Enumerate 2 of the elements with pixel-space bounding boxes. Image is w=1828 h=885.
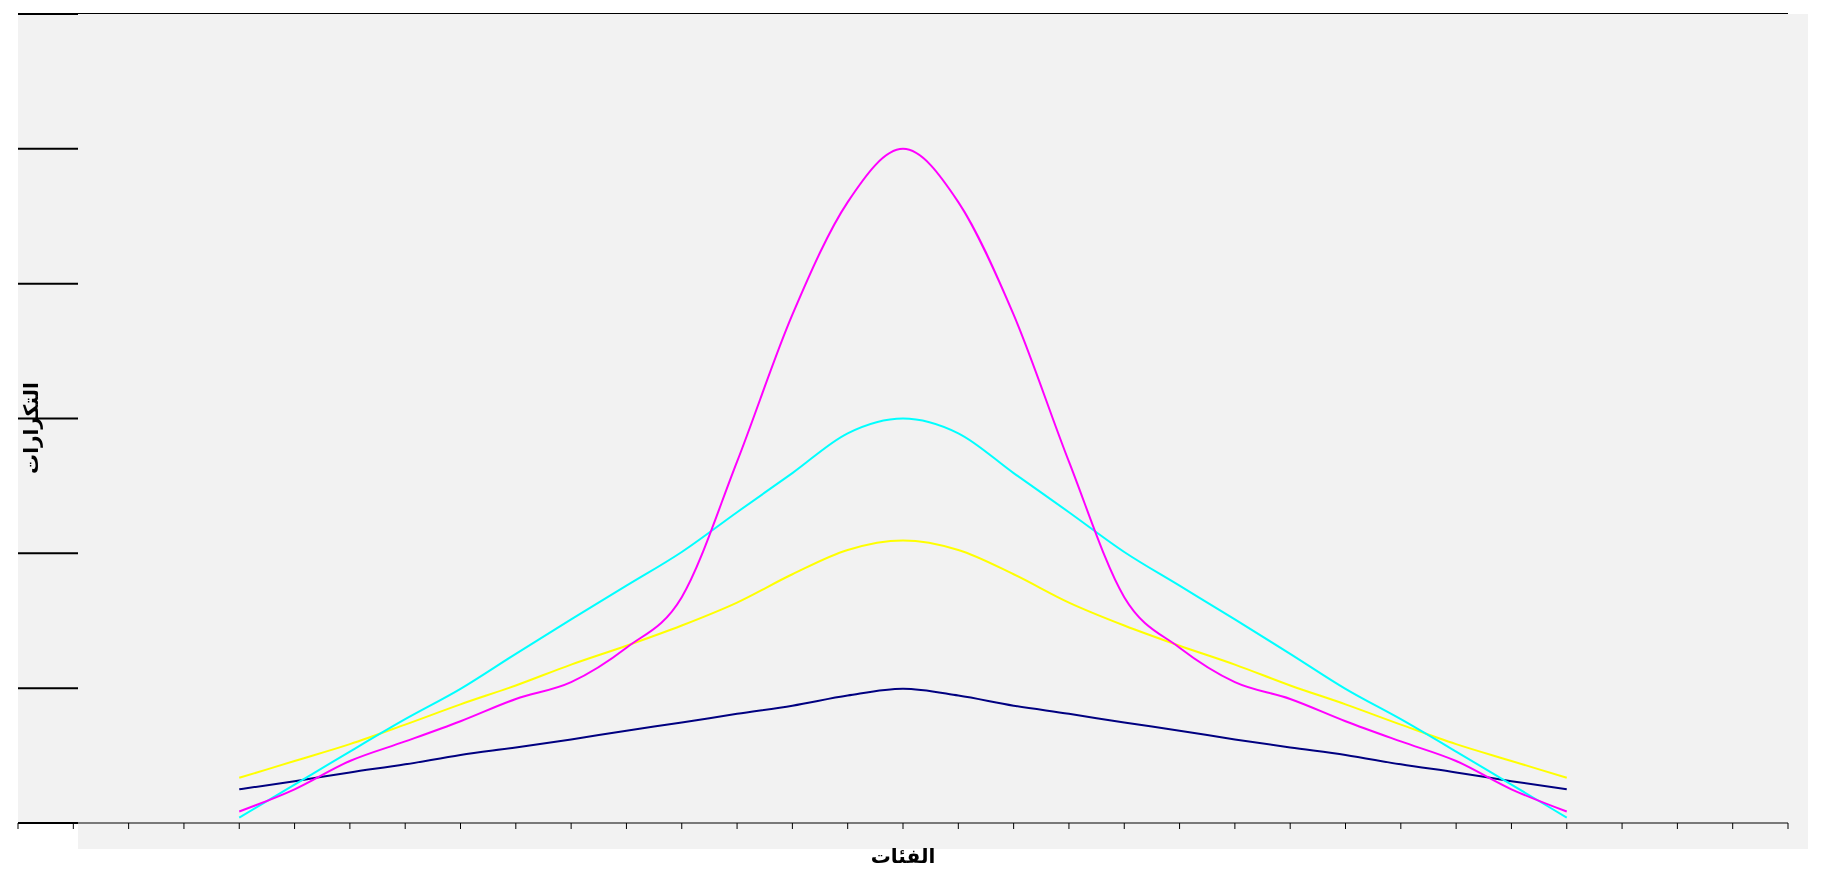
x-axis-title: الفئات (870, 844, 936, 868)
y-axis-title: التكرارات (19, 382, 43, 474)
